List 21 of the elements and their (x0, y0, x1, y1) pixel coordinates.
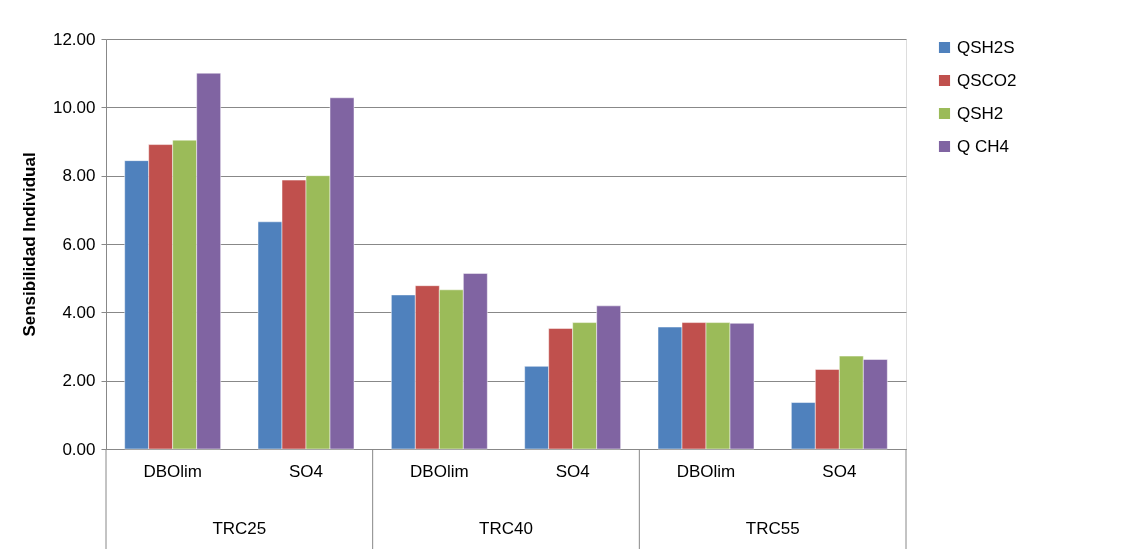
y-tick-label: 2.00 (62, 371, 96, 391)
legend-label: QSH2 (957, 103, 1004, 123)
x-tick-label: SO4 (822, 461, 857, 481)
legend-label: QSCO2 (957, 70, 1017, 90)
x-tick-label: SO4 (288, 461, 324, 481)
text: TRC25 (212, 519, 267, 538)
x-tick-label: DBOlim (143, 461, 202, 481)
x-tick-label: DBOlim (410, 461, 469, 481)
legend-label: QSH2S (957, 37, 1015, 57)
y-tick-label: 10.00 (52, 97, 96, 117)
x-tick-label: SO4 (555, 461, 590, 481)
x-tick-label: DBOlim (676, 461, 736, 481)
y-tick-label: 0.00 (62, 439, 96, 459)
text: TRC55 (745, 519, 800, 538)
y-tick-label: 12.00 (52, 29, 96, 49)
y-axis-title: Sensibilidad Individual (19, 152, 39, 337)
y-tick-label: 8.00 (62, 166, 96, 186)
legend-label: Q CH4 (957, 136, 1009, 156)
y-tick-label: 4.00 (62, 302, 96, 322)
text: TRC40 (479, 519, 533, 538)
y-tick-label: 6.00 (62, 234, 96, 254)
